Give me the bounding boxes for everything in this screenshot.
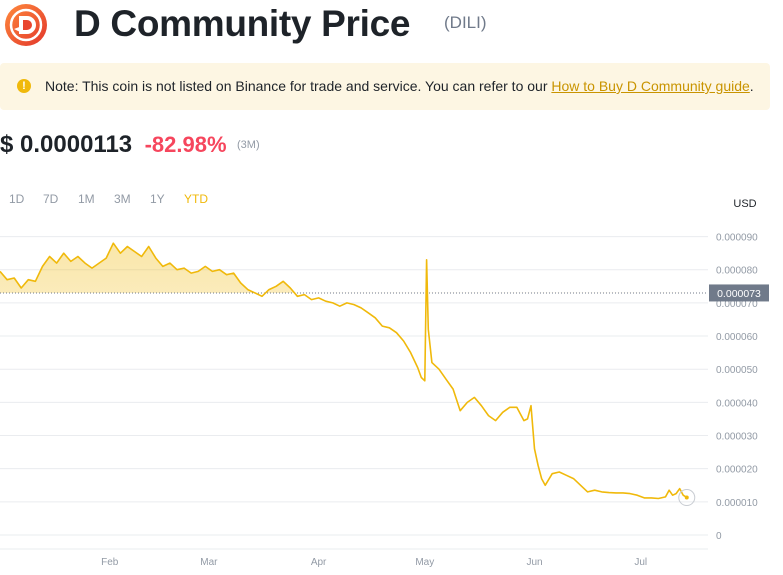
page-title: D Community Price xyxy=(74,3,411,44)
notice-banner: ! Note: This coin is not listed on Binan… xyxy=(0,63,770,110)
tab-1d[interactable]: 1D xyxy=(9,192,25,206)
tab-ytd[interactable]: YTD xyxy=(184,192,208,206)
y-tick-label: 0.000040 xyxy=(716,398,758,409)
price-line xyxy=(0,242,688,500)
reference-price-label: 0.000073 xyxy=(709,284,769,302)
current-price: $ 0.0000113 xyxy=(0,131,133,158)
y-tick-label: 0.000050 xyxy=(716,365,758,376)
coin-symbol: (DILI) xyxy=(444,13,487,32)
unit-label: USD xyxy=(733,198,756,210)
d-community-logo-icon xyxy=(5,4,47,46)
notice-suffix: . xyxy=(749,78,754,94)
x-tick-label: Feb xyxy=(101,557,119,568)
price-area xyxy=(0,243,687,293)
tab-7d[interactable]: 7D xyxy=(43,192,59,206)
current-point xyxy=(684,495,689,500)
y-axis: 0 0.000010 0.000020 0.000030 0.000040 0.00005… xyxy=(716,233,758,542)
x-tick-label: Mar xyxy=(200,557,218,568)
y-tick-label: 0.000010 xyxy=(716,498,758,509)
how-to-buy-link[interactable]: How to Buy D Community guide xyxy=(551,78,750,94)
y-tick-label: 0.000030 xyxy=(716,432,758,443)
tab-1m[interactable]: 1M xyxy=(78,192,95,206)
x-tick-label: Jun xyxy=(526,557,542,568)
y-tick-label: 0.000020 xyxy=(716,465,758,476)
x-tick-label: May xyxy=(415,557,434,568)
y-tick-label: 0.000060 xyxy=(716,332,758,343)
price-chart[interactable]: USD 0 0.000010 0.000020 0.000030 0.000040 0.0… xyxy=(0,190,783,575)
x-axis: Feb Mar Apr May Jun Jul xyxy=(101,557,647,568)
change-period: (3M) xyxy=(237,139,260,151)
chart-grid xyxy=(0,236,708,550)
notice-text: Note: This coin is not listed on Binance… xyxy=(45,77,754,95)
price-summary: $ 0.0000113 -82.98% (3M) xyxy=(0,131,260,163)
y-tick-label: 0.000070 xyxy=(716,299,758,310)
price-change: -82.98% xyxy=(144,132,227,157)
notice-message: Note: This coin is not listed on Binance… xyxy=(45,78,552,94)
tab-1y[interactable]: 1Y xyxy=(150,192,165,206)
y-tick-label: 0.000080 xyxy=(716,266,758,277)
tab-3m[interactable]: 3M xyxy=(114,192,131,206)
y-tick-label: 0.000090 xyxy=(716,233,758,244)
x-tick-label: Jul xyxy=(634,557,647,568)
current-point-marker xyxy=(678,489,696,507)
page-header: D Community Price (DILI) xyxy=(0,0,783,52)
y-tick-label: 0 xyxy=(716,531,722,542)
exclamation-icon: ! xyxy=(17,79,31,93)
reference-price-text: 0.000073 xyxy=(717,288,761,300)
x-tick-label: Apr xyxy=(311,557,327,568)
